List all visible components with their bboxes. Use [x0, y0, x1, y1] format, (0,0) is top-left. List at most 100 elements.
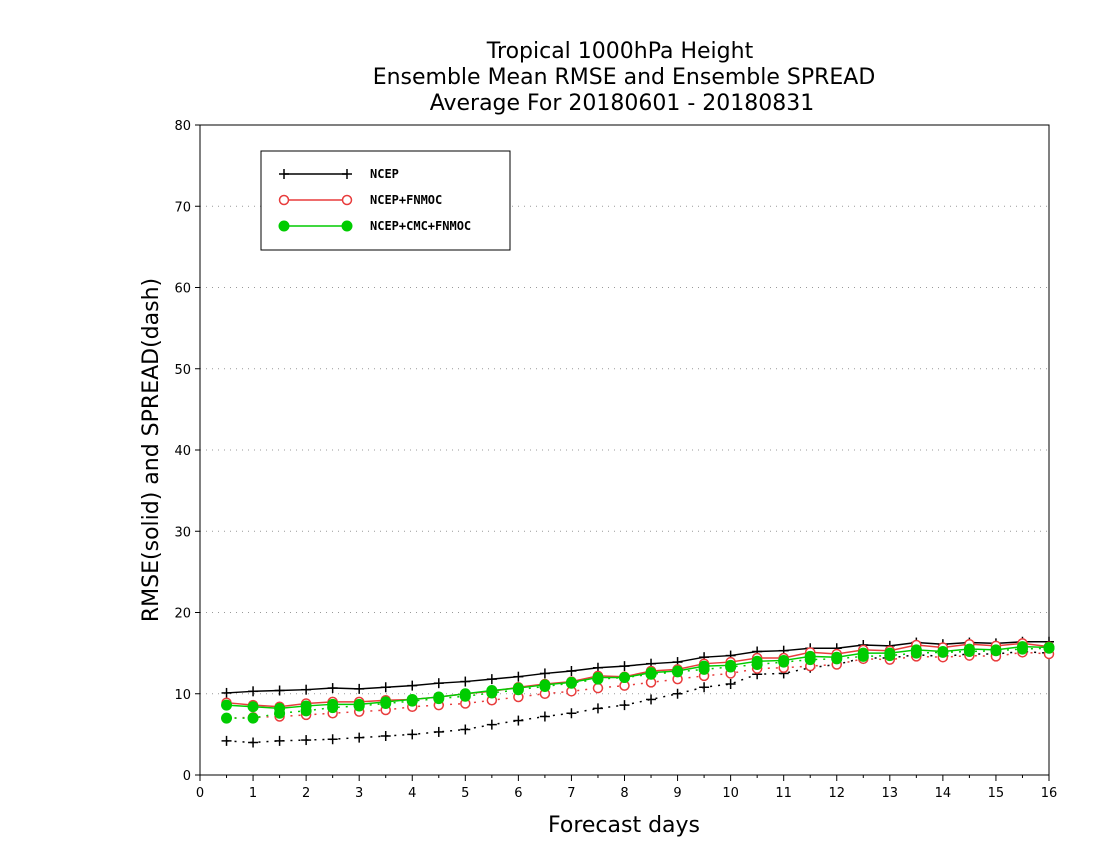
legend-entries: NCEP NCEP+FNMOC NCEP+CMC+FNMOC [278, 167, 471, 233]
spread-point [725, 679, 736, 689]
spread-point [513, 715, 524, 726]
rmse-point [460, 676, 471, 687]
rmse-point [433, 678, 444, 689]
rmse-point [353, 698, 365, 710]
legend-entry-0: NCEP [279, 167, 399, 181]
x-tick-label: 9 [673, 786, 681, 801]
legend-label: NCEP+FNMOC [370, 193, 442, 207]
rmse-point [380, 696, 392, 708]
x-tick-label: 4 [408, 786, 416, 801]
rmse-point [380, 682, 391, 693]
rmse-point [247, 701, 259, 713]
y-tick-label: 70 [174, 200, 191, 215]
rmse-point [645, 667, 657, 679]
rmse-point [248, 686, 259, 697]
spread-point [646, 694, 657, 705]
rmse-point [566, 666, 577, 676]
rmse-line [226, 641, 1049, 694]
chart-title: Tropical 1000hPa Height Ensemble Mean RM… [373, 39, 876, 116]
rmse-point [459, 688, 471, 700]
x-tick-label: 8 [620, 786, 628, 801]
rmse-point [937, 646, 949, 657]
spread-point [433, 726, 444, 737]
rmse-point [619, 672, 630, 683]
rmse-point [1016, 641, 1028, 653]
spread-point [486, 719, 497, 730]
spread-point [247, 712, 259, 724]
rmse-point [565, 676, 577, 688]
x-axis-title: Forecast days [548, 813, 700, 838]
x-tick-label: 12 [828, 786, 845, 801]
rmse-point [301, 684, 312, 695]
y-tick-label: 40 [174, 444, 191, 459]
spread-point [699, 682, 710, 693]
y-tick-label: 10 [174, 688, 191, 703]
x-tick-label: 5 [461, 786, 469, 801]
x-tick-label: 3 [355, 786, 363, 801]
rmse-point [778, 654, 790, 666]
y-tick-label: 80 [174, 119, 191, 134]
title-line-1: Tropical 1000hPa Height [486, 39, 754, 64]
title-line-3: Average For 20180601 - 20180831 [430, 91, 815, 116]
rmse-point [221, 687, 232, 698]
rmse-point [486, 674, 497, 685]
rmse-point [725, 659, 737, 671]
rmse-point [221, 699, 233, 711]
spread-point [460, 724, 471, 735]
rmse-point [698, 660, 710, 672]
spread-point [539, 711, 550, 722]
series-2 [221, 641, 1055, 724]
spread-point [407, 729, 418, 740]
rmse-point [486, 685, 498, 696]
x-tick-label: 11 [775, 786, 792, 801]
rmse-line [226, 645, 1050, 710]
x-tick-label: 6 [514, 786, 522, 801]
legend-marker-right [341, 194, 353, 206]
rmse-point [274, 702, 286, 714]
spread-point [221, 735, 232, 746]
y-axis-title: RMSE(solid) and SPREAD(dash) [139, 278, 164, 622]
x-tick-label: 1 [249, 786, 257, 801]
spread-point [619, 700, 630, 711]
rmse-point [1043, 641, 1055, 653]
rmse-point [274, 685, 285, 696]
rmse-point [963, 643, 975, 655]
y-tick-label: 30 [174, 525, 191, 540]
legend-entry-1: NCEP+FNMOC [278, 193, 442, 207]
legend-label: NCEP [370, 167, 399, 181]
rmse-point [512, 682, 524, 694]
rmse-point [300, 700, 312, 712]
series-1 [221, 638, 1055, 724]
rmse-point [539, 668, 550, 679]
series-0 [221, 636, 1054, 748]
rmse-point [619, 661, 630, 672]
legend-marker-right [341, 220, 353, 232]
legend-marker-left [279, 169, 289, 179]
grid-lines [200, 205, 1049, 695]
rmse-point [857, 647, 869, 659]
x-tick-label: 10 [722, 786, 739, 801]
spread-point [221, 712, 233, 724]
rmse-point [327, 698, 339, 710]
rmse-point [433, 691, 445, 703]
legend-label: NCEP+CMC+FNMOC [370, 219, 471, 233]
rmse-point [804, 650, 816, 662]
x-tick-label: 7 [567, 786, 575, 801]
x-tick-label: 2 [302, 786, 310, 801]
spread-point [248, 737, 259, 748]
spread-line [226, 647, 1050, 719]
x-tick-label: 15 [988, 786, 1005, 801]
spread-point [566, 708, 577, 719]
rmse-point [406, 693, 418, 705]
legend-marker-left [278, 220, 290, 232]
legend-marker-right [342, 169, 352, 179]
x-tick-label: 16 [1041, 786, 1058, 801]
y-tick-label: 60 [174, 282, 191, 297]
rmse-point [592, 672, 604, 683]
rmse-point [990, 644, 1002, 656]
legend: NCEP NCEP+FNMOC NCEP+CMC+FNMOC [260, 150, 511, 251]
spread-line [226, 651, 1050, 719]
rmse-point [751, 655, 763, 667]
